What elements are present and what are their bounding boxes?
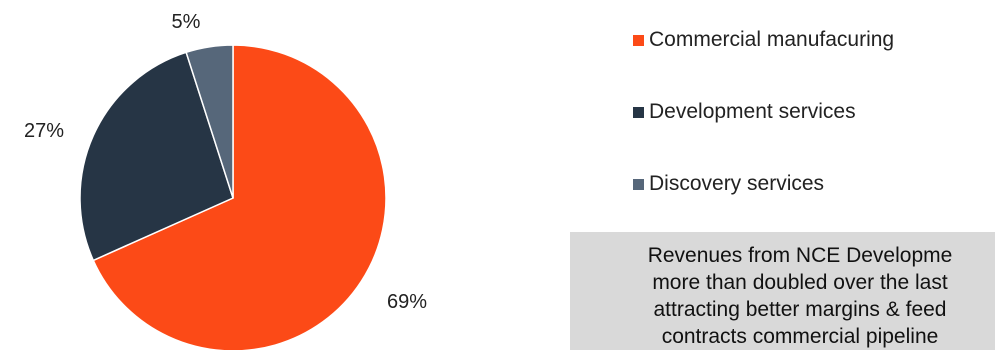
legend-item-commercial-manufacturing: Commercial manufacuring <box>633 26 894 54</box>
legend-item-development-services: Development services <box>633 98 894 126</box>
pie-value-label-commercial-manufacuring: 69% <box>387 291 427 313</box>
legend-swatch-commercial-manufacturing <box>633 34 644 46</box>
pie-chart: 69% 27% 5% <box>24 11 427 350</box>
legend-label: Commercial manufacuring <box>649 28 895 51</box>
pie-value-label-discovery-services: 5% <box>172 11 201 33</box>
pie-slices <box>79 44 387 350</box>
legend-label: Development services <box>649 100 856 123</box>
callout-box: Revenues from NCE Developme more than do… <box>570 232 995 350</box>
pie-slice-discovery-services <box>185 44 234 199</box>
callout-line: more than doubled over the last <box>652 271 948 294</box>
callout-text: Revenues from NCE Developme more than do… <box>570 242 995 350</box>
callout-line: contracts commercial pipeline <box>661 325 939 348</box>
legend: Commercial manufacuring Development serv… <box>633 26 894 242</box>
pie-labels: 69% 27% 5% <box>24 11 427 313</box>
pie-value-label-development-services: 27% <box>24 120 64 142</box>
legend-swatch-discovery-services <box>633 178 644 190</box>
callout-line: Revenues from NCE Developme <box>647 244 953 267</box>
callout-line: attracting better margins & feed <box>653 298 947 321</box>
legend-label: Discovery services <box>649 172 825 195</box>
pie-slice-commercial-manufacuring <box>92 44 387 350</box>
legend-swatch-development-services <box>633 106 644 118</box>
pie-slice-development-services <box>79 51 234 262</box>
legend-item-discovery-services: Discovery services <box>633 170 894 198</box>
